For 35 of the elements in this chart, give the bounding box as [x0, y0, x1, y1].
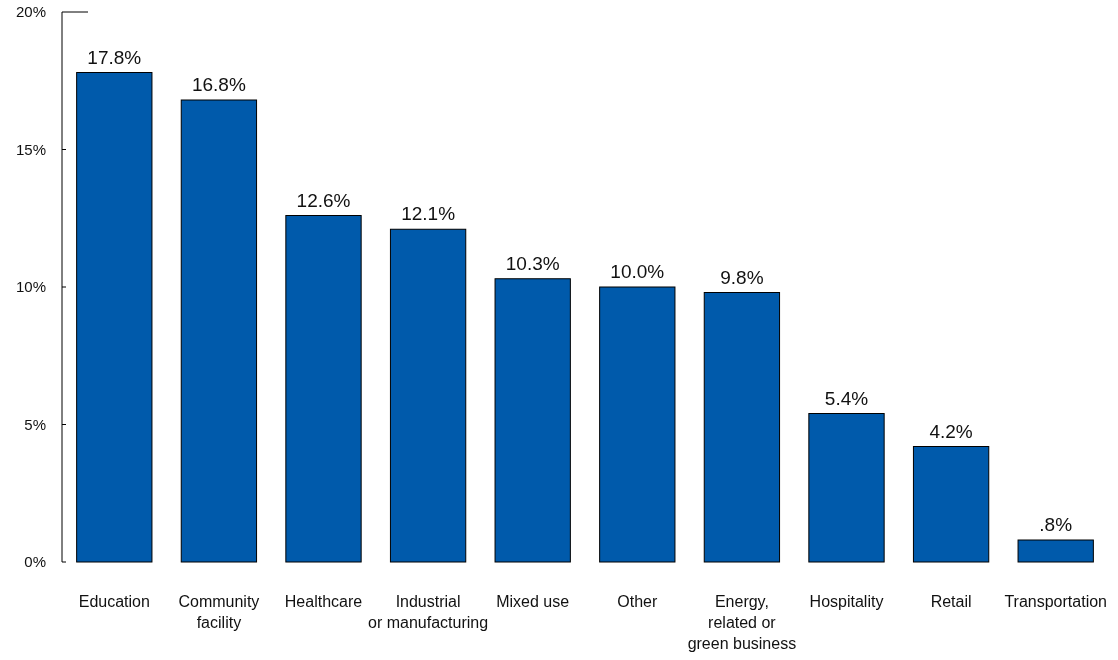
x-tick-label: Energy, related or green business	[687, 593, 797, 652]
y-tick-label: 10%	[15, 278, 46, 295]
y-tick-label: 20%	[15, 3, 46, 20]
data-label: 12.1%	[401, 203, 456, 225]
x-tick-label: Mixed use	[496, 593, 570, 610]
x-tick-label: Retail	[930, 593, 972, 610]
data-label: 17.8%	[87, 46, 142, 68]
y-tick-label: 15%	[15, 140, 46, 158]
bar	[1017, 539, 1094, 563]
x-tick-label: Industrial or manufacturing	[368, 593, 489, 631]
y-tick-label: 0%	[24, 553, 46, 570]
data-label: 10.0%	[610, 261, 665, 282]
bar	[389, 228, 467, 563]
bar	[808, 413, 885, 563]
data-label: 4.2%	[929, 420, 973, 442]
data-label: 5.4%	[824, 387, 869, 409]
data-label: 9.8%	[720, 266, 764, 288]
bar	[76, 72, 153, 563]
bar	[494, 278, 571, 563]
data-label: .8%	[1039, 514, 1073, 535]
bar	[180, 99, 258, 563]
x-tick-label: Transportation	[1004, 593, 1107, 610]
bar	[599, 286, 676, 563]
x-tick-label: Other	[617, 593, 658, 610]
bar	[703, 292, 781, 563]
x-tick-label: Education	[78, 593, 150, 610]
bar	[285, 215, 362, 563]
data-label: 12.6%	[296, 189, 351, 211]
data-label: 16.8%	[191, 74, 246, 95]
x-tick-label: Healthcare	[284, 593, 363, 610]
y-tick-label: 5%	[24, 415, 46, 433]
x-tick-label: Hospitality	[809, 593, 884, 610]
data-label: 10.3%	[505, 252, 560, 274]
bar	[912, 446, 990, 563]
x-tick-label: Community facility	[178, 593, 260, 631]
